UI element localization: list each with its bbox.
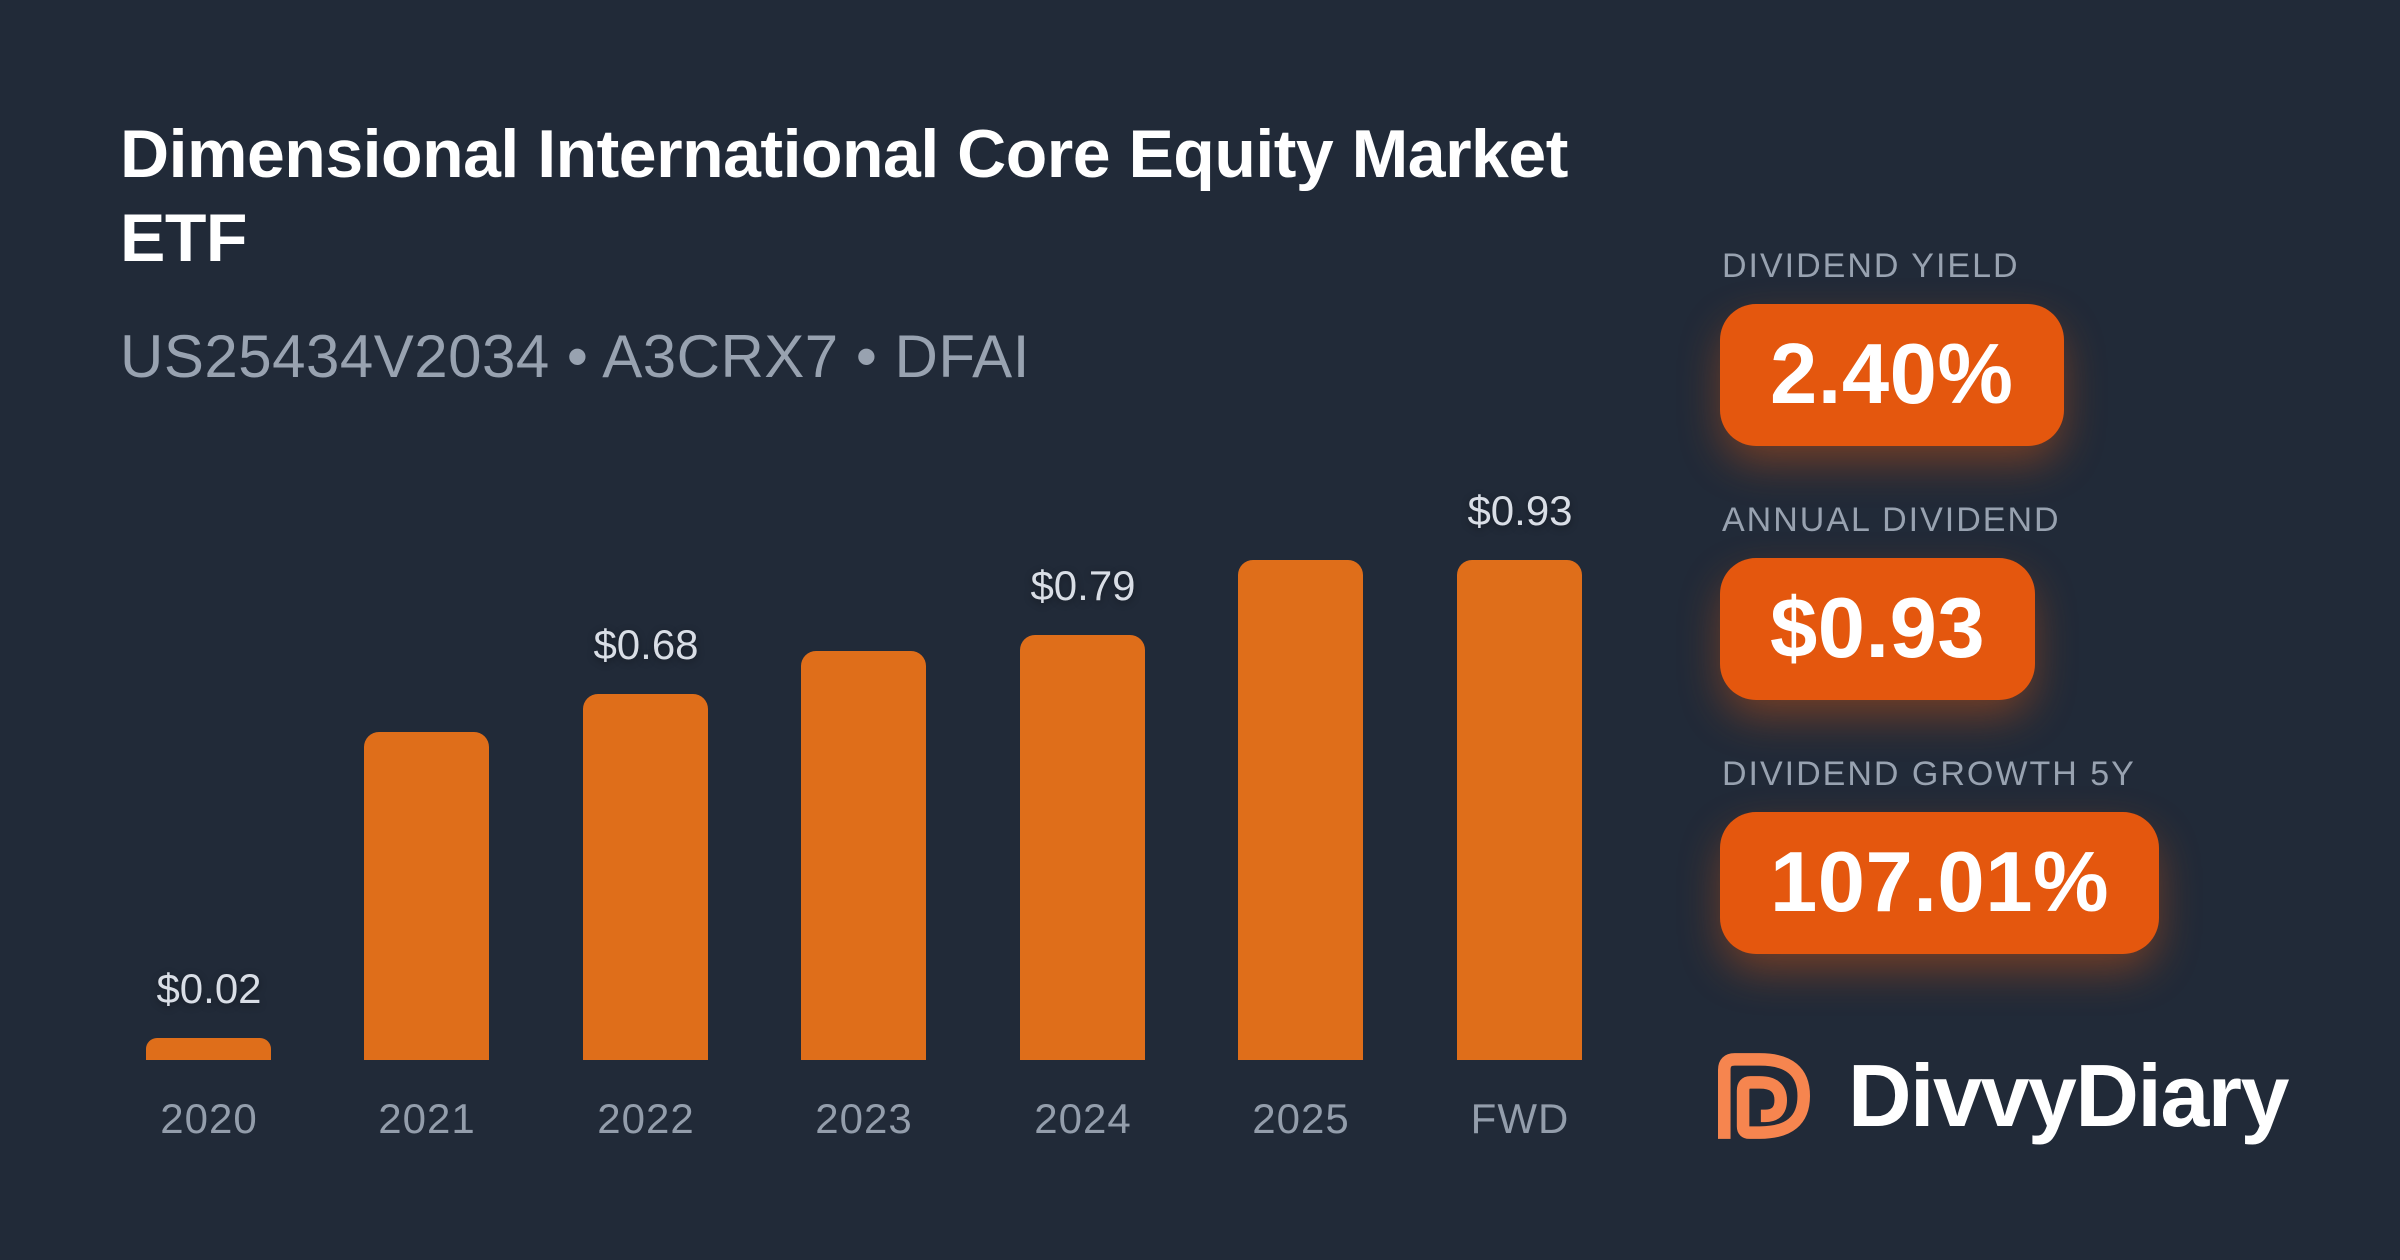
stat-value-badge: 2.40% (1720, 304, 2064, 446)
bar-2025 (1238, 560, 1363, 1060)
security-identifiers: US25434V2034 • A3CRX7 • DFAI (120, 323, 1030, 390)
x-axis-label-2024: 2024 (1034, 1095, 1132, 1142)
bar-2021 (364, 732, 489, 1060)
x-axis-label-FWD: FWD (1470, 1095, 1570, 1142)
stats-rail: DIVIDEND YIELD 2.40% ANNUAL DIVIDEND $0.… (1720, 248, 2160, 1010)
x-axis-label-2025: 2025 (1252, 1095, 1350, 1142)
page-title: Dimensional International Core Equity Ma… (120, 116, 1568, 276)
stat-label: DIVIDEND GROWTH 5Y (1722, 755, 2136, 793)
stat-value-badge: $0.93 (1720, 558, 2036, 700)
x-axis-label-2020: 2020 (160, 1095, 258, 1142)
bar-FWD (1457, 560, 1582, 1060)
x-axis-label-2021: 2021 (378, 1095, 476, 1142)
x-axis-label-2023: 2023 (815, 1095, 913, 1142)
bar-value-label-FWD: $0.93 (1467, 487, 1573, 534)
bar-2024 (1020, 635, 1145, 1060)
x-axis-label-2022: 2022 (597, 1095, 695, 1142)
stat-label: ANNUAL DIVIDEND (1722, 501, 2061, 539)
stat-annual-dividend: ANNUAL DIVIDEND $0.93 (1720, 502, 2159, 700)
bar-2023 (801, 651, 926, 1060)
stat-dividend-yield: DIVIDEND YIELD 2.40% (1720, 248, 2159, 446)
header: Dimensional International Core Equity Ma… (120, 112, 1640, 390)
bar-value-label-2022: $0.68 (593, 621, 699, 668)
bar-2022 (583, 694, 708, 1060)
brand-name: DivvyDiary (1848, 1046, 2289, 1145)
branding: DivvyDiary (1718, 1046, 2289, 1145)
bar-2020 (146, 1038, 271, 1060)
stat-value-badge: 107.01% (1720, 812, 2160, 954)
bar-value-label-2020: $0.02 (156, 965, 262, 1012)
stat-dividend-growth-5y: DIVIDEND GROWTH 5Y 107.01% (1720, 755, 2160, 954)
stat-label: DIVIDEND YIELD (1722, 247, 2020, 285)
bar-value-label-2024: $0.79 (1030, 562, 1136, 609)
divvydiary-d-logo-icon (1718, 1053, 1810, 1139)
